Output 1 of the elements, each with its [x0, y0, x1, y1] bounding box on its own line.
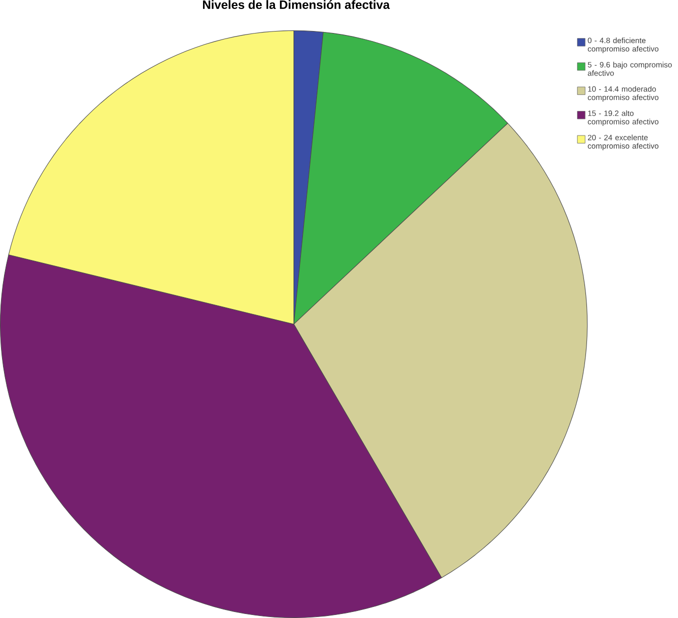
chart-title: Niveles de la Dimensión afectiva: [203, 0, 390, 10]
